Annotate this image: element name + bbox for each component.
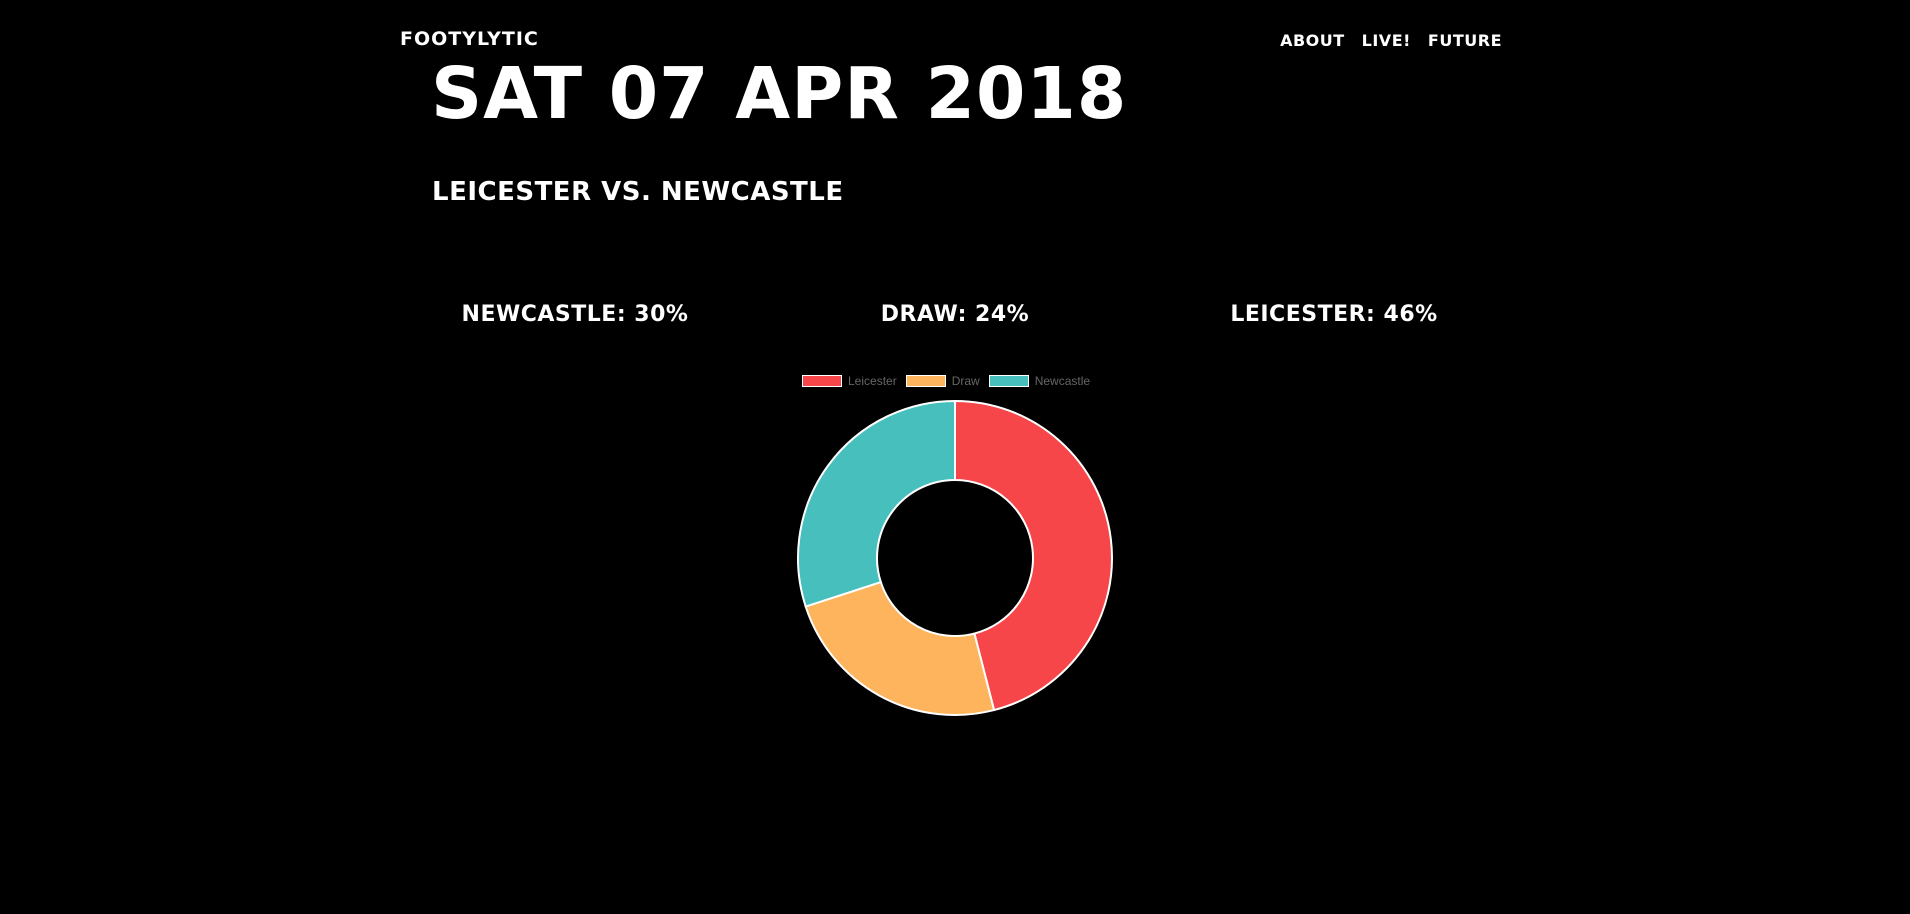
- legend-swatch-leicester: [802, 375, 842, 387]
- chart-slice-leicester[interactable]: [954, 399, 1113, 712]
- legend-item-leicester[interactable]: Leicester: [802, 374, 897, 388]
- legend-item-draw[interactable]: Draw: [905, 374, 980, 388]
- match-date: SAT 07 APR 2018: [431, 52, 1128, 135]
- chart-legend: Leicester Draw Newcastle: [802, 374, 1099, 388]
- legend-item-newcastle[interactable]: Newcastle: [988, 374, 1091, 388]
- legend-label-leicester: Leicester: [848, 374, 897, 388]
- match-title: LEICESTER VS. NEWCASTLE: [432, 177, 844, 207]
- nav-future[interactable]: FUTURE: [1427, 31, 1502, 50]
- legend-swatch-draw: [905, 375, 946, 387]
- chart-slice-newcastle[interactable]: [797, 399, 956, 608]
- doughnut-chart: [797, 399, 1113, 716]
- legend-label-newcastle: Newcastle: [1034, 374, 1091, 388]
- nav-live[interactable]: LIVE!: [1361, 31, 1411, 50]
- nav-about[interactable]: ABOUT: [1280, 31, 1345, 50]
- main-nav: ABOUT LIVE! FUTURE: [1280, 31, 1502, 50]
- home-win-probability: LEICESTER: 46%: [1230, 302, 1438, 327]
- legend-swatch-newcastle: [988, 375, 1029, 387]
- draw-probability: DRAW: 24%: [880, 302, 1030, 327]
- legend-label-draw: Draw: [951, 374, 980, 388]
- brand-logo-link[interactable]: FOOTYLYTIC: [400, 28, 539, 50]
- chart-slice-draw[interactable]: [804, 580, 996, 716]
- away-win-probability: NEWCASTLE: 30%: [461, 302, 689, 327]
